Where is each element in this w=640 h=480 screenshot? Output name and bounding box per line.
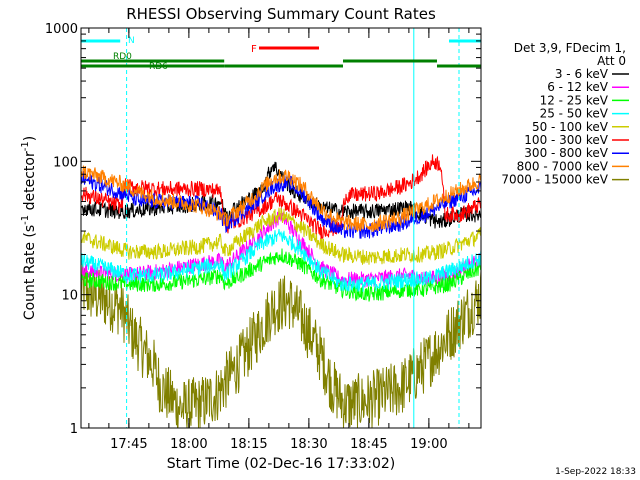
legend-header-1: Att 0 (597, 54, 626, 68)
series-line-3 (81, 228, 481, 292)
y-tick-label-0: 1 (70, 422, 78, 437)
rd-label-1: RD6 (149, 62, 168, 72)
legend-label-3: 25 - 50 keV (540, 107, 609, 121)
series-line-7 (81, 165, 481, 232)
x-tick-label-2: 18:15 (230, 437, 267, 452)
y-axis-label: Count Rate (s-1 detector-1) (20, 136, 38, 320)
plot-frame (80, 27, 482, 429)
chart-title: RHESSI Observing Summary Count Rates (126, 5, 436, 23)
x-tick-label-0: 17:45 (110, 437, 147, 452)
flare-label: F (251, 44, 257, 55)
series-line-5 (81, 154, 481, 239)
series-line-1 (81, 208, 481, 288)
legend-label-8: 7000 - 15000 keV (501, 173, 608, 187)
legend-label-4: 50 - 100 keV (532, 120, 609, 134)
legend-label-7: 800 - 7000 keV (517, 159, 609, 173)
series-line-4 (81, 207, 481, 265)
rd-label-0: RD0 (113, 52, 132, 62)
x-tick-label-4: 18:45 (350, 437, 387, 452)
legend-label-2: 12 - 25 keV (540, 93, 609, 107)
x-tick-label-1: 18:00 (170, 437, 207, 452)
x-tick-label-3: 18:30 (290, 437, 327, 452)
x-tick-label-5: 19:00 (410, 437, 447, 452)
series-line-8 (81, 260, 481, 428)
footer-timestamp: 1-Sep-2022 18:33 (555, 467, 636, 477)
attenuator-label-0: N (128, 36, 135, 46)
legend-label-6: 300 - 800 keV (524, 146, 608, 160)
y-tick-label-3: 1000 (45, 22, 78, 37)
y-tick-label-2: 100 (53, 155, 78, 170)
legend-header-0: Det 3,9, FDecim 1, (514, 41, 626, 55)
series-line-2 (81, 248, 481, 302)
y-tick-label-1: 10 (61, 289, 78, 304)
legend-label-5: 100 - 300 keV (524, 133, 608, 147)
legend-label-1: 6 - 12 keV (547, 80, 609, 94)
x-axis-label: Start Time (02-Dec-16 17:33:02) (167, 456, 395, 472)
legend-label-0: 3 - 6 keV (555, 67, 609, 81)
